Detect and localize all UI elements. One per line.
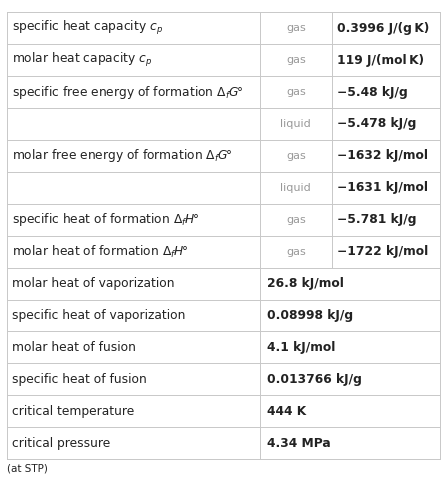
Text: 26.8 kJ/mol: 26.8 kJ/mol	[267, 277, 343, 290]
Text: 4.1 kJ/mol: 4.1 kJ/mol	[267, 341, 335, 354]
Text: −1632 kJ/mol: −1632 kJ/mol	[337, 149, 428, 163]
Text: 0.3996 J/(g K): 0.3996 J/(g K)	[337, 22, 429, 35]
Text: critical temperature: critical temperature	[12, 405, 134, 418]
Text: gas: gas	[286, 23, 305, 33]
Text: −1722 kJ/mol: −1722 kJ/mol	[337, 245, 428, 258]
Text: liquid: liquid	[280, 183, 311, 193]
Text: critical pressure: critical pressure	[12, 436, 110, 450]
Text: molar free energy of formation $\Delta_f G\!\degree$: molar free energy of formation $\Delta_f…	[12, 147, 232, 164]
Text: gas: gas	[286, 246, 305, 257]
Text: molar heat of vaporization: molar heat of vaporization	[12, 277, 175, 290]
Text: gas: gas	[286, 87, 305, 97]
Text: −5.48 kJ/g: −5.48 kJ/g	[337, 85, 408, 99]
Text: gas: gas	[286, 215, 305, 225]
Text: gas: gas	[286, 151, 305, 161]
Text: −1631 kJ/mol: −1631 kJ/mol	[337, 181, 428, 194]
Text: specific heat of fusion: specific heat of fusion	[12, 373, 147, 386]
Text: 444 K: 444 K	[267, 405, 306, 418]
Text: specific free energy of formation $\Delta_f G\!\degree$: specific free energy of formation $\Delt…	[12, 83, 243, 101]
Text: 0.013766 kJ/g: 0.013766 kJ/g	[267, 373, 362, 386]
Text: 4.34 MPa: 4.34 MPa	[267, 436, 331, 450]
Text: molar heat of formation $\Delta_f H\!\degree$: molar heat of formation $\Delta_f H\!\de…	[12, 244, 188, 260]
Text: specific heat of vaporization: specific heat of vaporization	[12, 309, 185, 322]
Text: specific heat capacity $c_p$: specific heat capacity $c_p$	[12, 19, 163, 37]
Text: specific heat of formation $\Delta_f H\!\degree$: specific heat of formation $\Delta_f H\!…	[12, 211, 199, 228]
Text: −5.478 kJ/g: −5.478 kJ/g	[337, 117, 416, 131]
Text: 0.08998 kJ/g: 0.08998 kJ/g	[267, 309, 353, 322]
Text: molar heat of fusion: molar heat of fusion	[12, 341, 136, 354]
Text: molar heat capacity $c_p$: molar heat capacity $c_p$	[12, 51, 152, 69]
Text: liquid: liquid	[280, 119, 311, 129]
Text: −5.781 kJ/g: −5.781 kJ/g	[337, 213, 416, 226]
Text: 119 J/(mol K): 119 J/(mol K)	[337, 54, 424, 67]
Text: gas: gas	[286, 55, 305, 65]
Text: (at STP): (at STP)	[7, 463, 47, 473]
